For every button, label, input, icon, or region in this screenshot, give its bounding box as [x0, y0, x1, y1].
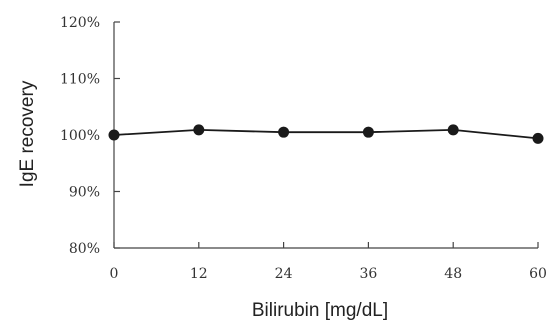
axes	[113, 22, 538, 249]
x-tick-label: 12	[190, 266, 208, 282]
x-tick-label: 60	[529, 266, 547, 282]
series	[108, 124, 544, 144]
data-point	[193, 124, 205, 136]
data-point	[362, 126, 374, 138]
y-tick-label: 110%	[60, 72, 100, 88]
y-tick-label: 80%	[69, 241, 100, 257]
x-tick-label: 48	[444, 266, 462, 282]
x-ticks: 0 12 24 36 48 60	[110, 242, 547, 282]
y-tick-label: 120%	[60, 15, 100, 31]
data-point	[108, 129, 120, 141]
series-line	[113, 128, 539, 140]
data-point	[447, 124, 459, 136]
y-tick-label: 100%	[60, 128, 100, 144]
y-ticks: 80% 90% 100% 110% 120%	[60, 15, 120, 257]
x-tick-label: 36	[359, 266, 377, 282]
y-axis-label: IgE recovery	[17, 80, 38, 187]
x-tick-label: 24	[275, 266, 293, 282]
x-tick-label: 0	[110, 266, 119, 282]
data-point	[278, 126, 290, 138]
data-point	[532, 132, 544, 144]
x-axis-label: Bilirubin [mg/dL]	[252, 300, 388, 321]
y-tick-label: 90%	[69, 185, 100, 201]
